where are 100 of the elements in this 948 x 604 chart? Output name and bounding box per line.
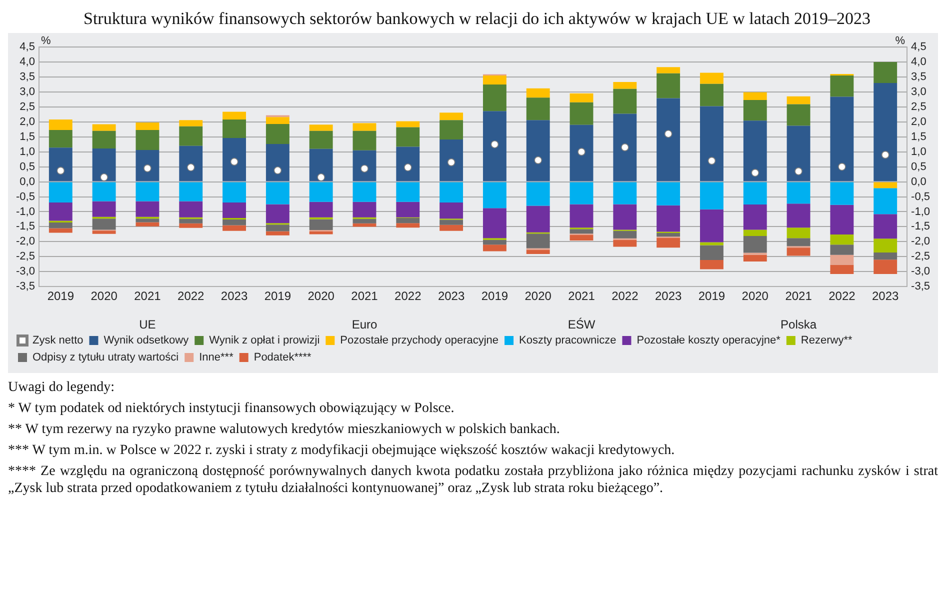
- bar: [570, 182, 594, 204]
- bar: [352, 150, 376, 182]
- bar: [786, 228, 810, 238]
- bar: [830, 96, 854, 182]
- x-tick-label: 2021: [134, 289, 162, 304]
- text: Polska: [780, 317, 817, 332]
- bar: [48, 202, 72, 221]
- point: [447, 158, 456, 166]
- bar: [179, 146, 203, 182]
- bar: [309, 148, 333, 182]
- y2-tick-label: -0,5: [911, 190, 930, 203]
- bar: [92, 218, 116, 230]
- bar: [830, 244, 854, 255]
- x-tick-label: 2021: [785, 289, 812, 304]
- y-tick-label: 4,0: [20, 56, 35, 68]
- bar: [136, 182, 160, 202]
- legend-label: Pozostałe koszty operacyjne*: [636, 334, 782, 347]
- y-tick-label: -3,0: [16, 266, 35, 278]
- y2-tick-label: 0,0: [911, 176, 926, 188]
- bar: [440, 220, 464, 225]
- bar: [179, 223, 203, 228]
- bar: [656, 232, 680, 237]
- bar: [570, 229, 594, 234]
- bar: [874, 214, 898, 239]
- point: [751, 168, 760, 177]
- y-tick-label: 0,0: [20, 176, 35, 188]
- bar: [743, 182, 767, 205]
- bar: [700, 260, 724, 270]
- bar: [266, 231, 290, 236]
- point: [578, 148, 586, 156]
- legend-label: Podatek****: [254, 352, 312, 364]
- y2-tick-label: -3,0: [911, 266, 930, 278]
- y2-tick-label: -2,5: [911, 250, 930, 263]
- y-tick-label: 2,5: [20, 100, 35, 113]
- legend-label: Pozostałe przychody operacyjne: [340, 334, 499, 347]
- bar: [874, 182, 898, 188]
- bar: [92, 230, 116, 234]
- bar: [700, 106, 724, 182]
- bar: [352, 182, 376, 202]
- x-tick-label: 2019: [698, 289, 726, 304]
- y-tick-label: 4,5: [20, 41, 35, 54]
- bar: [266, 204, 290, 224]
- bar: [309, 231, 333, 234]
- y2-tick-label: -1,5: [911, 220, 930, 233]
- legend-label: Koszty pracownicze: [519, 334, 616, 347]
- text: UE: [139, 317, 156, 332]
- bar: [222, 182, 246, 202]
- y-tick-label: 1,5: [20, 130, 35, 143]
- bar: [136, 201, 160, 217]
- bar: [396, 182, 420, 202]
- bar: [526, 250, 550, 254]
- x-tick-label: 2022: [828, 289, 856, 304]
- y-tick-label: -0,5: [16, 190, 35, 203]
- bar: [309, 182, 333, 202]
- y-tick-label: -2,5: [16, 250, 35, 263]
- x-tick-label: 2020: [524, 289, 552, 304]
- y2-tick-label: -2,0: [911, 236, 930, 248]
- bar: [136, 218, 160, 222]
- bar: [613, 182, 637, 204]
- x-tick-label: 2022: [178, 289, 205, 304]
- bar: [48, 148, 72, 182]
- bar: [48, 119, 72, 130]
- bar: [440, 120, 464, 140]
- bar: [482, 84, 506, 112]
- chart-title: Struktura wyników finansowych sektorów bankowych w relacji do ich aktywów w krajach UE w latach 2019–2023: [82, 8, 872, 29]
- bar: [874, 82, 898, 182]
- bar: [222, 138, 246, 182]
- bar: [830, 182, 854, 205]
- bar: [92, 201, 116, 217]
- bar: [743, 92, 767, 100]
- bar: [266, 224, 290, 232]
- bar: [266, 182, 290, 204]
- bar: [613, 82, 637, 89]
- bar: [48, 130, 72, 148]
- bar: [570, 204, 594, 228]
- bar: [396, 202, 420, 218]
- bar: [526, 234, 550, 248]
- y2-tick-label: 3,0: [911, 86, 926, 98]
- legend-label: Wynik odsetkowy: [104, 334, 190, 347]
- bar: [570, 124, 594, 182]
- bar: [482, 75, 506, 84]
- x-tick-label: 2021: [351, 289, 378, 304]
- bar: [700, 84, 724, 106]
- bar: [526, 88, 550, 98]
- bar: [48, 228, 72, 233]
- bar: [830, 234, 854, 245]
- y-tick-label: 3,5: [20, 70, 35, 83]
- y-tick-label: 2,0: [20, 116, 35, 128]
- point: [404, 164, 412, 172]
- bar: [482, 240, 506, 245]
- legend-label: Inne***: [199, 352, 234, 364]
- bar: [743, 236, 767, 253]
- bar: [830, 75, 854, 97]
- bar: [786, 126, 810, 182]
- bar: [440, 224, 464, 231]
- bar: [786, 96, 810, 104]
- bar: [743, 204, 767, 230]
- x-tick-label: 2023: [220, 289, 248, 304]
- y-tick-label: 3,0: [20, 86, 35, 98]
- bar: [743, 230, 767, 236]
